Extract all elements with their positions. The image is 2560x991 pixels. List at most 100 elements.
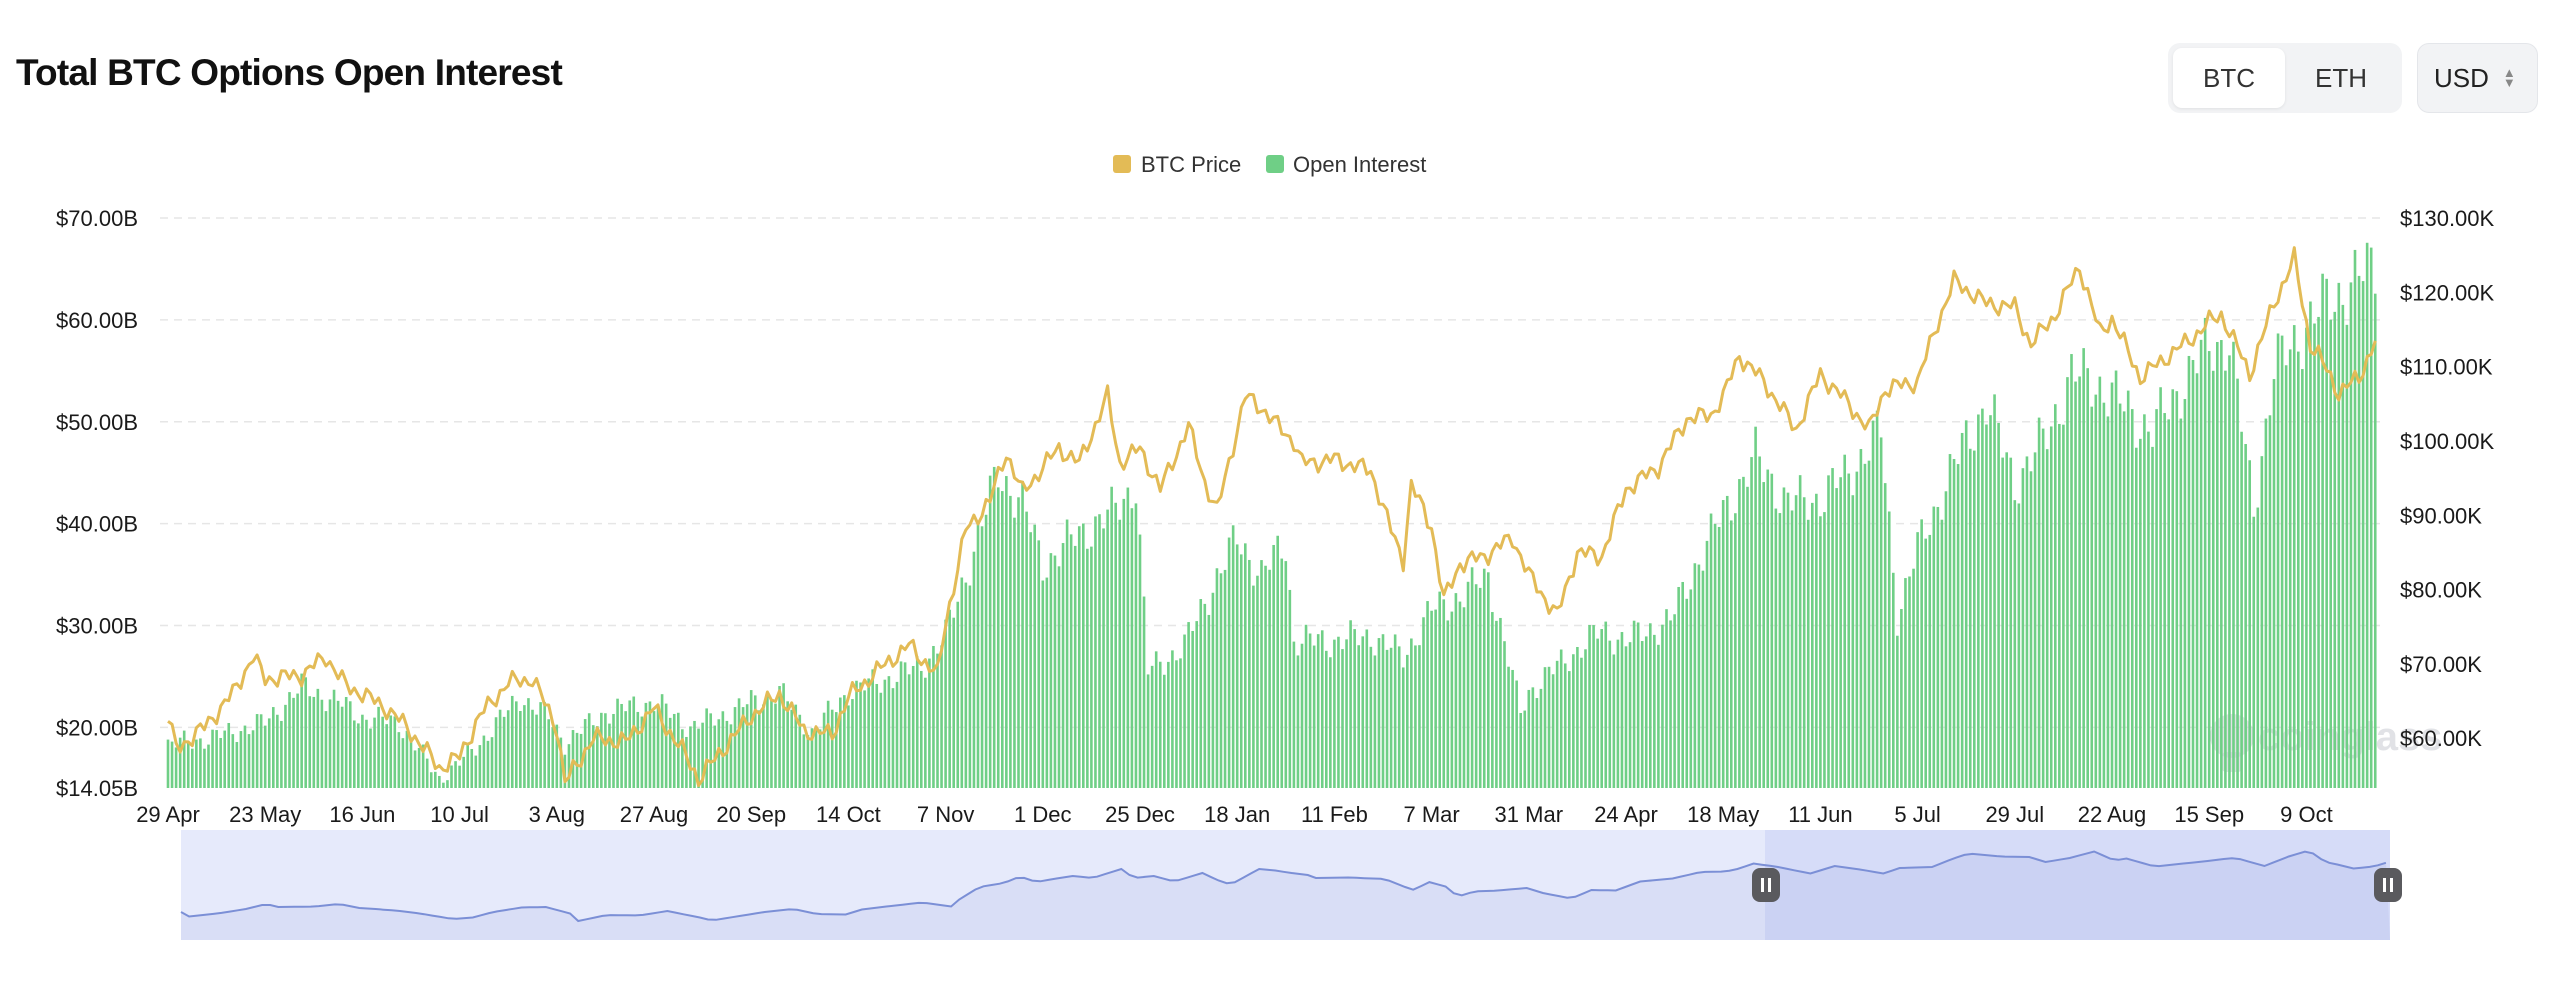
oi-bar [733, 707, 737, 788]
oi-bar [636, 711, 640, 788]
oi-bar [2199, 339, 2203, 788]
oi-bar [980, 526, 984, 788]
oi-bar [1288, 589, 1292, 788]
oi-bar [851, 699, 854, 788]
oi-bar [2220, 340, 2223, 788]
oi-bar [1774, 508, 1778, 788]
oi-bar [239, 731, 243, 788]
oi-bar [2139, 438, 2142, 788]
oi-bar [2037, 417, 2041, 788]
oi-bar [996, 487, 1000, 788]
currency-select-value: USD [2434, 62, 2489, 93]
oi-bar [936, 653, 939, 788]
oi-bar [324, 711, 328, 788]
oi-bar [944, 619, 947, 788]
oi-bar [1296, 655, 1300, 788]
oi-bar [1454, 593, 1458, 788]
oi-bar [1158, 661, 1162, 788]
oi-bar [575, 732, 579, 788]
x-tick-label: 16 Jun [329, 802, 395, 827]
oi-bar [887, 676, 891, 788]
oi-bar [2369, 247, 2373, 788]
oi-bar [413, 750, 417, 788]
oi-bar [2292, 325, 2296, 788]
oi-bar [2045, 449, 2049, 788]
oi-bar [1612, 654, 1616, 788]
x-tick-label: 25 Dec [1105, 802, 1175, 827]
oi-bar [1329, 657, 1332, 788]
oi-bar [1835, 488, 1838, 788]
oi-bar [2357, 275, 2361, 788]
currency-select[interactable]: USD ▲ ▼ [2417, 43, 2538, 113]
oi-bar [2341, 304, 2345, 788]
oi-bar [2086, 368, 2089, 788]
oi-bar [721, 711, 725, 788]
oi-bar [1061, 543, 1065, 788]
oi-bar [924, 677, 927, 788]
oi-bar [677, 712, 680, 788]
range-navigator[interactable] [180, 830, 2402, 940]
oi-bar [1831, 468, 1834, 788]
oi-bar [263, 725, 267, 788]
oi-bar [1519, 712, 1522, 788]
y-right-tick-label: $130.00K [2400, 206, 2495, 231]
oi-bar [1689, 589, 1693, 788]
oi-bar [1276, 535, 1279, 788]
oi-bar [1944, 491, 1948, 788]
x-tick-label: 11 Jun [1788, 802, 1852, 827]
oi-bar [1928, 534, 1932, 788]
oi-bar [1397, 646, 1401, 788]
oi-bar [907, 674, 911, 788]
oi-bar [2211, 370, 2215, 788]
oi-bar [1535, 698, 1539, 788]
oi-bar [766, 692, 769, 788]
y-right-tick-label: $110.00K [2400, 355, 2493, 380]
oi-bar [515, 701, 518, 788]
oi-bar [2195, 373, 2199, 788]
oi-bar [506, 710, 510, 788]
oi-bar [1879, 437, 1883, 788]
oi-bar [1211, 592, 1215, 788]
oi-bar [988, 475, 992, 788]
oi-bar [2013, 500, 2017, 788]
oi-bar [2256, 507, 2260, 788]
oi-bar [1466, 581, 1470, 788]
oi-bar [1551, 674, 1555, 788]
oi-bar [2248, 460, 2251, 788]
oi-bar [1819, 516, 1822, 788]
y-right-tick-label: $120.00K [2400, 280, 2495, 305]
oi-bar [1936, 506, 1940, 788]
oi-bar [968, 585, 972, 788]
oi-bar [1410, 638, 1413, 788]
oi-bar [992, 466, 996, 788]
oi-bar [608, 723, 611, 788]
oi-bar [1661, 624, 1664, 788]
navigator-handle-right[interactable] [2374, 868, 2402, 902]
navigator-selected-range[interactable] [1765, 830, 2390, 940]
oi-bar [1746, 486, 1749, 788]
oi-bar [697, 728, 700, 788]
oi-bar [1077, 526, 1081, 788]
oi-bar [284, 704, 287, 788]
oi-bar [1843, 454, 1846, 788]
oi-bar [2179, 418, 2183, 788]
oi-bar [1770, 473, 1774, 788]
oi-bar [1094, 516, 1097, 788]
oi-bar [2025, 456, 2029, 788]
oi-bar [843, 695, 846, 788]
oi-bar [267, 718, 271, 788]
legend-item-open-interest[interactable]: Open Interest [1266, 152, 1426, 177]
legend-item-btc-price[interactable]: BTC Price [1113, 152, 1241, 177]
asset-toggle-eth[interactable]: ETH [2315, 62, 2367, 93]
oi-bar [1264, 565, 1267, 788]
asset-toggle-btc[interactable]: BTC [2173, 48, 2285, 108]
oi-bar [2054, 404, 2057, 788]
oi-bar [211, 729, 214, 788]
oi-bar [1401, 667, 1405, 788]
oi-bar [2135, 447, 2138, 788]
oi-bar [1337, 636, 1340, 788]
oi-bar [1572, 654, 1575, 788]
oi-bar [855, 680, 858, 788]
navigator-handle-left[interactable] [1752, 868, 1780, 902]
oi-bar [778, 686, 781, 788]
